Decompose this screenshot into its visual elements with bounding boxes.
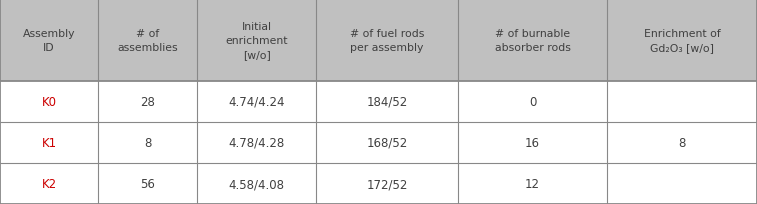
Text: # of
assemblies: # of assemblies bbox=[117, 29, 178, 53]
Text: # of fuel rods
per assembly: # of fuel rods per assembly bbox=[350, 29, 424, 53]
Bar bbox=[607, 82, 757, 122]
Bar bbox=[0, 163, 98, 204]
Bar bbox=[197, 0, 316, 82]
Bar bbox=[316, 82, 458, 122]
Text: 12: 12 bbox=[525, 177, 540, 190]
Text: 8: 8 bbox=[144, 136, 151, 149]
Text: K1: K1 bbox=[42, 136, 57, 149]
Bar bbox=[316, 0, 458, 82]
Bar bbox=[0, 82, 98, 122]
Text: 4.58/4.08: 4.58/4.08 bbox=[229, 177, 285, 190]
Text: 16: 16 bbox=[525, 136, 540, 149]
Bar bbox=[0, 122, 98, 163]
Bar bbox=[607, 0, 757, 82]
Text: 0: 0 bbox=[529, 95, 536, 109]
Bar bbox=[0, 0, 98, 82]
Bar bbox=[197, 122, 316, 163]
Bar bbox=[98, 163, 197, 204]
Bar bbox=[197, 163, 316, 204]
Bar bbox=[458, 0, 607, 82]
Text: 172/52: 172/52 bbox=[366, 177, 408, 190]
Bar bbox=[607, 122, 757, 163]
Text: 56: 56 bbox=[140, 177, 155, 190]
Text: 8: 8 bbox=[678, 136, 686, 149]
Bar bbox=[98, 82, 197, 122]
Bar bbox=[98, 122, 197, 163]
Bar bbox=[607, 163, 757, 204]
Text: 28: 28 bbox=[140, 95, 155, 109]
Text: 4.78/4.28: 4.78/4.28 bbox=[229, 136, 285, 149]
Text: Enrichment of
Gd₂O₃ [w/o]: Enrichment of Gd₂O₃ [w/o] bbox=[643, 29, 721, 53]
Bar bbox=[458, 82, 607, 122]
Bar bbox=[316, 122, 458, 163]
Bar bbox=[98, 0, 197, 82]
Text: Assembly
ID: Assembly ID bbox=[23, 29, 76, 53]
Bar bbox=[197, 82, 316, 122]
Text: K0: K0 bbox=[42, 95, 57, 109]
Text: 184/52: 184/52 bbox=[366, 95, 408, 109]
Bar bbox=[458, 122, 607, 163]
Text: 168/52: 168/52 bbox=[366, 136, 408, 149]
Bar bbox=[458, 163, 607, 204]
Text: Initial
enrichment
[w/o]: Initial enrichment [w/o] bbox=[226, 22, 288, 59]
Text: 4.74/4.24: 4.74/4.24 bbox=[229, 95, 285, 109]
Text: K2: K2 bbox=[42, 177, 57, 190]
Text: # of burnable
absorber rods: # of burnable absorber rods bbox=[494, 29, 571, 53]
Bar bbox=[316, 163, 458, 204]
